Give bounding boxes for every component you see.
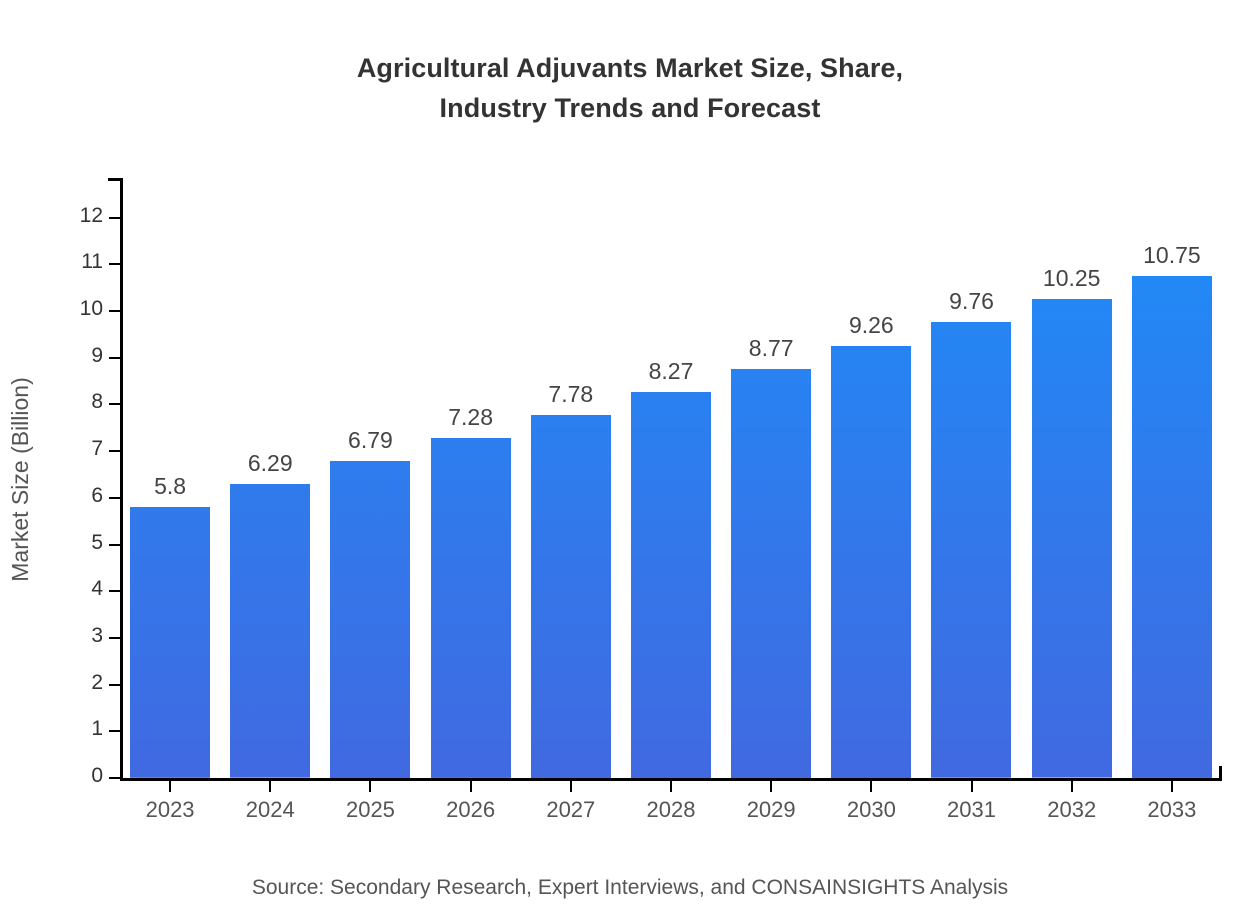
- bar-value-label: 7.28: [448, 404, 494, 431]
- y-tick: 6: [91, 484, 120, 507]
- y-tick-label: 10: [79, 297, 103, 321]
- x-tick-label: 2024: [245, 797, 295, 822]
- x-tick: [469, 781, 472, 792]
- y-tick: 11: [81, 250, 120, 273]
- x-tick-label: 2031: [947, 797, 997, 822]
- x-tick: [1070, 781, 1073, 792]
- x-axis-end-cap: [1219, 766, 1222, 781]
- y-tick-label: 3: [91, 623, 103, 647]
- y-tick: 4: [91, 577, 120, 600]
- x-tick-label: 2033: [1147, 797, 1197, 822]
- y-tick-label: 2: [91, 670, 103, 694]
- x-tick: [870, 781, 873, 792]
- x-tick: [670, 781, 672, 792]
- bar[interactable]: 10.25: [1031, 265, 1112, 778]
- bar-value-label: 6.29: [247, 450, 293, 477]
- source-note: Source: Secondary Research, Expert Inter…: [251, 876, 1009, 899]
- bar[interactable]: 6.79: [330, 427, 411, 778]
- x-tick-label: 2026: [446, 797, 496, 822]
- y-tick: 2: [91, 671, 120, 694]
- x-axis-spine: [120, 778, 1222, 781]
- y-tick-label: 12: [79, 203, 103, 227]
- x-tick-label: 2030: [846, 797, 896, 822]
- bar-value-label: 9.76: [949, 288, 994, 315]
- x-tick: [770, 781, 773, 792]
- x-tick-label: 2029: [746, 797, 796, 822]
- bar[interactable]: 7.28: [430, 404, 511, 778]
- y-tick-label: 8: [91, 390, 103, 414]
- y-axis-top-cap: [108, 178, 120, 181]
- y-tick-label: 9: [91, 343, 103, 367]
- y-tick-label: 11: [81, 250, 103, 274]
- bar-value-label: 8.77: [748, 334, 794, 361]
- x-tick: [1170, 781, 1173, 792]
- x-tick-label: 2027: [546, 797, 596, 822]
- bar[interactable]: 5.8: [130, 473, 211, 778]
- x-tick: [970, 781, 973, 792]
- y-tick: 0: [91, 764, 120, 787]
- x-tick: [169, 781, 172, 792]
- bar[interactable]: 8.27: [630, 358, 712, 778]
- bar-value-label: 5.8: [154, 473, 187, 500]
- bar-value-label: 7.78: [548, 380, 594, 407]
- bar[interactable]: 10.75: [1131, 242, 1212, 778]
- x-tick: [369, 781, 372, 792]
- y-tick: 9: [91, 344, 120, 367]
- y-tick: 10: [80, 297, 120, 320]
- bar[interactable]: 9.76: [931, 288, 1012, 778]
- bar-value-label: 8.27: [648, 357, 694, 384]
- y-tick-label: 5: [91, 530, 103, 554]
- plot-area: 0 1 2 3 4 5 6 7 8 9 10 11 12 2023 2024 2025 2026 2027 202…: [80, 178, 1222, 822]
- y-tick-label: 0: [91, 764, 103, 787]
- y-tick: 5: [91, 531, 120, 554]
- x-tick-label: 2025: [345, 797, 395, 822]
- bar[interactable]: 9.26: [831, 312, 912, 778]
- bar[interactable]: 8.77: [731, 335, 812, 778]
- y-tick-label: 1: [91, 717, 103, 741]
- y-axis-spine: [120, 178, 123, 781]
- y-tick-label: 6: [91, 483, 103, 507]
- bar-value-label: 10.25: [1042, 265, 1101, 292]
- x-tick-label: 2032: [1047, 797, 1097, 822]
- x-tick: [569, 781, 572, 792]
- chart-title: Agricultural Adjuvants Market Size, Shar…: [356, 53, 904, 123]
- y-axis-title-container: Market Size (Billion): [0, 178, 40, 781]
- bar-value-label: 9.26: [848, 311, 894, 338]
- bar[interactable]: 6.29: [230, 450, 311, 778]
- x-tick-label: 2028: [646, 797, 696, 822]
- bar[interactable]: 7.78: [530, 381, 611, 778]
- y-tick: 3: [91, 624, 120, 647]
- y-axis-title: Market Size (Billion): [6, 377, 33, 582]
- bar-value-label: 10.75: [1143, 242, 1201, 269]
- bar-value-label: 6.79: [348, 426, 393, 453]
- x-tick-label: 2023: [145, 797, 195, 822]
- y-tick: 12: [80, 204, 120, 227]
- y-tick-label: 4: [91, 577, 103, 601]
- y-tick: 8: [91, 390, 120, 413]
- y-tick-label: 7: [91, 437, 103, 461]
- x-tick: [269, 781, 272, 792]
- y-tick: 7: [91, 437, 120, 460]
- y-tick: 1: [91, 717, 120, 740]
